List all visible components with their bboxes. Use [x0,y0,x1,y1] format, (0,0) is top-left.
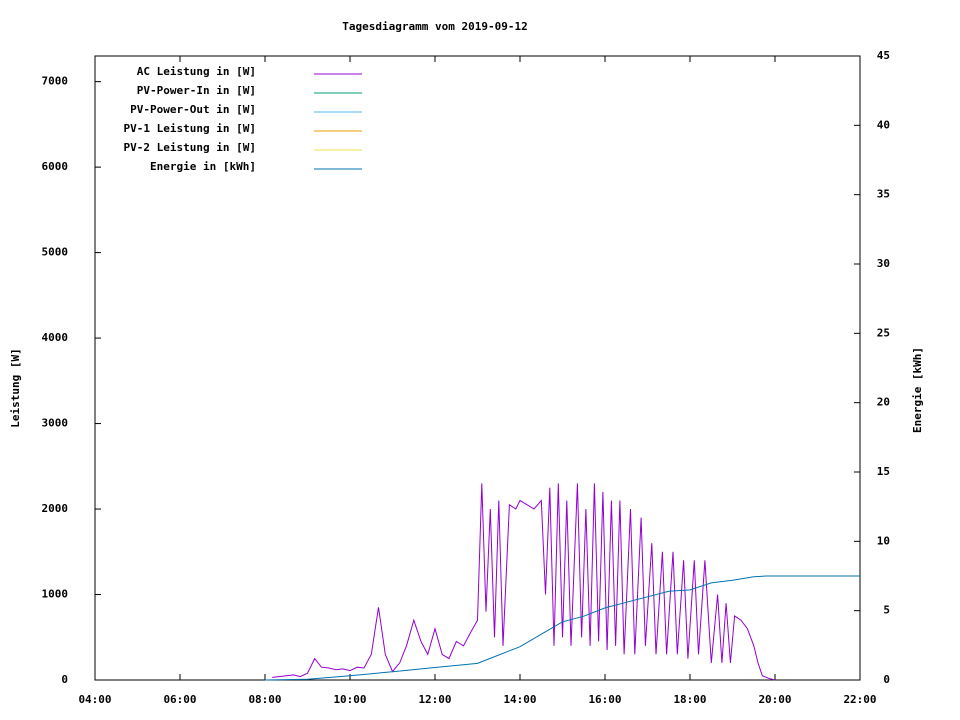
y-axis-label: Leistung [W] [9,348,22,427]
legend-label: PV-Power-In in [W] [137,84,256,97]
y-tick-label: 7000 [42,75,69,88]
y-tick-label: 5000 [42,246,69,259]
plot-frame [94,55,861,681]
legend-label: Energie in [kWh] [150,160,256,173]
legend-label: AC Leistung in [W] [137,65,256,78]
y2-tick-label: 15 [877,465,890,478]
x-tick-label: 18:00 [673,693,706,706]
x-tick-label: 14:00 [503,693,536,706]
chart-title: Tagesdiagramm vom 2019-09-12 [342,20,527,33]
x-tick-label: 06:00 [163,693,196,706]
x-tick-label: 12:00 [418,693,451,706]
y-tick-label: 1000 [42,588,69,601]
y2-tick-label: 20 [877,396,890,409]
y2-tick-label: 30 [877,257,890,270]
series-line [272,483,776,681]
x-tick-label: 10:00 [333,693,366,706]
x-tick-label: 22:00 [843,693,876,706]
y-tick-label: 3000 [42,417,69,430]
x-tick-label: 20:00 [758,693,791,706]
series-line [264,575,860,681]
legend-label: PV-2 Leistung in [W] [124,141,256,154]
y2-tick-label: 40 [877,118,890,131]
legend-label: PV-1 Leistung in [W] [124,122,256,135]
legend-label: PV-Power-Out in [W] [130,103,256,116]
x-tick-label: 04:00 [78,693,111,706]
y2-tick-label: 5 [883,604,890,617]
y2-tick-label: 45 [877,49,890,62]
y2-tick-label: 35 [877,188,890,201]
x-tick-label: 16:00 [588,693,621,706]
y-tick-label: 6000 [42,160,69,173]
y-tick-label: 2000 [42,502,69,515]
y-tick-label: 0 [61,673,68,686]
y2-tick-label: 0 [883,673,890,686]
y2-axis-label: Energie [kWh] [911,347,924,433]
x-tick-label: 08:00 [248,693,281,706]
y2-tick-label: 10 [877,534,890,547]
y-tick-label: 4000 [42,331,69,344]
y2-tick-label: 25 [877,326,890,339]
